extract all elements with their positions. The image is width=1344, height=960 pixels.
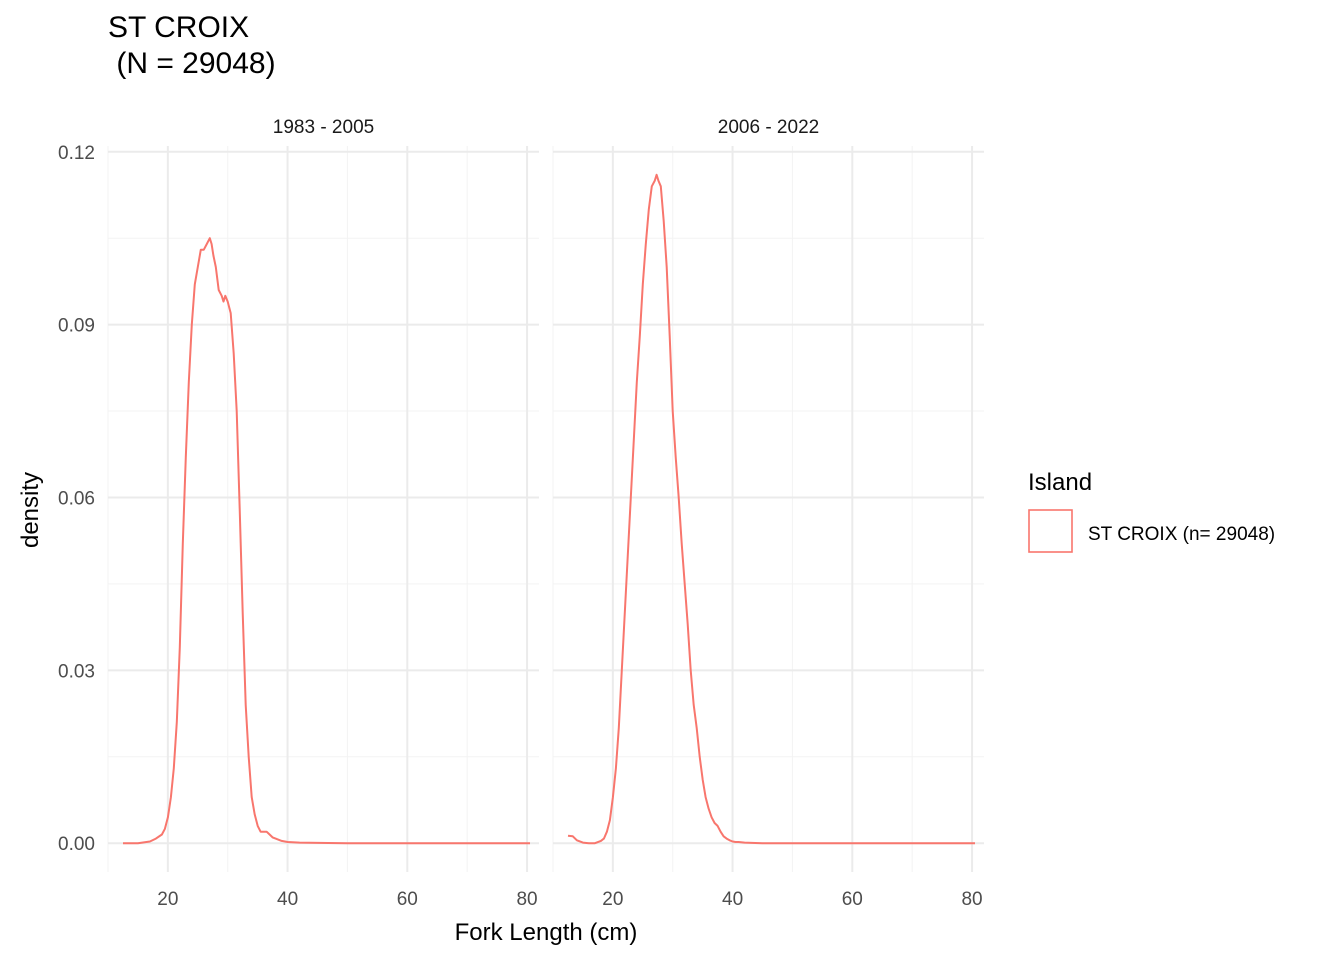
- legend-title: Island: [1028, 469, 1092, 496]
- x-tick-label: 20: [602, 889, 623, 910]
- density-line: [123, 237, 530, 845]
- x-tick-label: 40: [277, 889, 298, 910]
- x-tick-label: 80: [516, 889, 537, 910]
- chart-title: ST CROIX (N = 29048): [108, 10, 276, 82]
- x-tick-label: 60: [842, 889, 863, 910]
- legend-key-st-croix: [1028, 509, 1073, 553]
- x-tick-label: 80: [961, 889, 982, 910]
- y-axis-title: density: [17, 472, 44, 548]
- facet-strip-label: 1983 - 2005: [273, 117, 374, 138]
- panel-2006-2022: 2006 - 2022 20 40 60 80: [552, 117, 984, 910]
- legend-label-st-croix: ST CROIX (n= 29048): [1088, 524, 1275, 545]
- y-tick-label: 0.00: [58, 834, 95, 855]
- panel-1983-2005: 1983 - 2005 20 40 60 80 0.00 0.03 0.06 0.09 0.12: [58, 117, 539, 910]
- facet-strip-label: 2006 - 2022: [718, 117, 819, 138]
- x-axis-title: Fork Length (cm): [455, 919, 638, 946]
- y-tick-label: 0.09: [58, 316, 95, 337]
- chart-title-line2: (N = 29048): [108, 47, 276, 80]
- legend: Island ST CROIX (n= 29048): [1028, 469, 1275, 553]
- x-tick-label: 40: [722, 889, 743, 910]
- x-tick-label: 60: [397, 889, 418, 910]
- y-tick-label: 0.03: [58, 661, 95, 682]
- density-line: [567, 173, 975, 845]
- y-tick-label: 0.12: [58, 143, 95, 164]
- x-tick-label: 20: [157, 889, 178, 910]
- y-tick-label: 0.06: [58, 488, 95, 509]
- chart-title-line1: ST CROIX: [108, 11, 250, 44]
